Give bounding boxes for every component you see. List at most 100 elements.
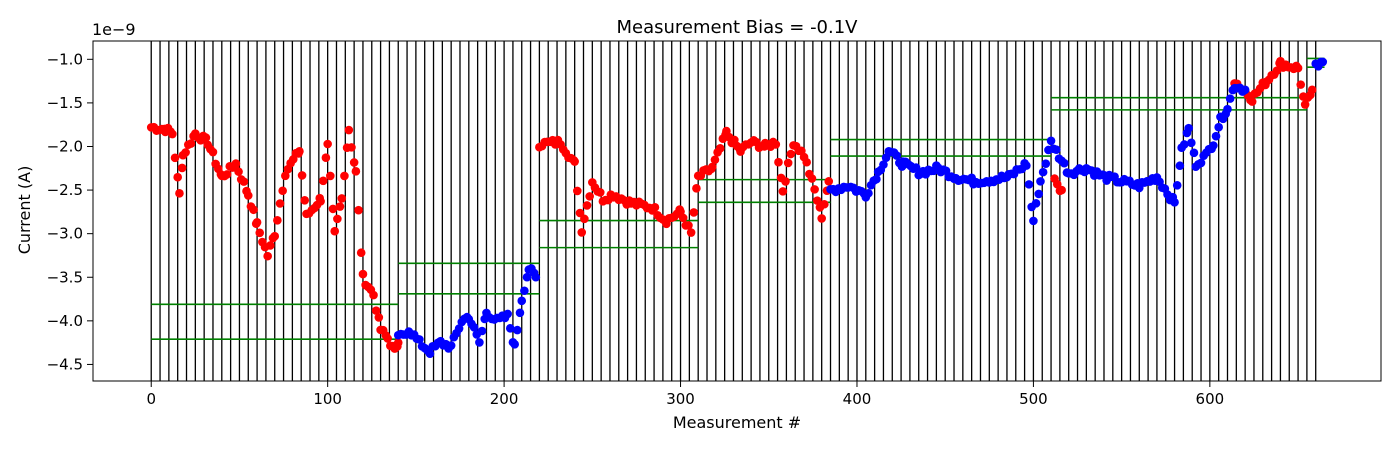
data-point bbox=[812, 196, 822, 205]
x-axis: 0 100 200 300 400 500 600 bbox=[146, 381, 1224, 408]
y-tick-label: −1.5 bbox=[47, 94, 83, 112]
data-point bbox=[650, 203, 660, 212]
data-point bbox=[1038, 167, 1048, 177]
data-point bbox=[715, 144, 725, 153]
data-point bbox=[369, 290, 378, 300]
data-point bbox=[517, 296, 527, 306]
data-point bbox=[1052, 145, 1061, 154]
x-tick-label: 400 bbox=[843, 390, 872, 408]
data-point bbox=[383, 334, 392, 343]
data-point bbox=[510, 339, 519, 349]
data-point bbox=[249, 205, 258, 215]
data-point bbox=[1059, 158, 1069, 168]
y-tick-label: −4.0 bbox=[47, 312, 83, 330]
data-point bbox=[1184, 123, 1193, 133]
data-point bbox=[354, 205, 363, 215]
data-point bbox=[326, 171, 335, 181]
data-point bbox=[181, 148, 190, 157]
data-point bbox=[513, 325, 522, 335]
data-point bbox=[689, 208, 699, 217]
data-point bbox=[707, 162, 717, 172]
data-point bbox=[356, 248, 366, 258]
data-point bbox=[351, 167, 361, 176]
data-point bbox=[678, 213, 688, 223]
data-point bbox=[263, 251, 272, 261]
data-point bbox=[231, 159, 241, 168]
data-point bbox=[1211, 131, 1221, 141]
data-point bbox=[425, 349, 435, 359]
data-point bbox=[1031, 199, 1041, 208]
x-tick-label: 200 bbox=[490, 390, 519, 408]
data-point bbox=[273, 216, 282, 225]
data-point bbox=[778, 187, 788, 196]
data-point bbox=[1196, 158, 1206, 168]
data-point bbox=[786, 149, 796, 159]
data-point bbox=[595, 188, 605, 197]
data-point bbox=[582, 201, 592, 210]
data-point bbox=[575, 208, 585, 218]
data-point bbox=[570, 157, 579, 166]
y-tick-label: −2.0 bbox=[47, 137, 83, 155]
data-point bbox=[1296, 80, 1306, 89]
data-point bbox=[824, 177, 834, 186]
data-point bbox=[393, 338, 403, 347]
data-point bbox=[872, 174, 881, 184]
data-point bbox=[275, 199, 285, 208]
data-point bbox=[175, 189, 184, 198]
x-tick-label: 300 bbox=[666, 390, 695, 408]
data-point bbox=[1172, 180, 1182, 190]
x-tick-label: 600 bbox=[1196, 390, 1225, 408]
data-point bbox=[321, 153, 331, 163]
data-point bbox=[371, 306, 381, 315]
data-point bbox=[1034, 189, 1044, 199]
data-point bbox=[505, 324, 515, 333]
y-axis-label: Current (A) bbox=[15, 166, 34, 255]
data-point bbox=[1189, 148, 1199, 158]
data-point bbox=[1052, 179, 1062, 189]
vertical-line-group bbox=[150, 41, 1317, 381]
chart-title: Measurement Bias = -0.1V bbox=[616, 17, 858, 38]
data-point bbox=[684, 221, 693, 230]
data-point bbox=[415, 335, 424, 344]
data-point bbox=[335, 202, 345, 211]
data-point bbox=[300, 196, 310, 205]
data-point bbox=[330, 226, 340, 236]
data-point bbox=[239, 177, 249, 186]
y-tick-label: −3.5 bbox=[47, 268, 83, 286]
data-point bbox=[173, 172, 182, 182]
data-point bbox=[520, 286, 529, 296]
data-point bbox=[820, 199, 829, 209]
data-point bbox=[1170, 197, 1179, 207]
data-point bbox=[686, 228, 696, 237]
data-point bbox=[278, 186, 287, 196]
data-point bbox=[1318, 57, 1328, 67]
data-point bbox=[1175, 161, 1185, 171]
data-point bbox=[252, 217, 262, 227]
plot-frame bbox=[92, 40, 1382, 382]
data-point bbox=[1036, 177, 1045, 186]
data-point bbox=[349, 158, 359, 167]
data-point bbox=[802, 157, 811, 167]
data-point bbox=[234, 167, 243, 176]
data-point bbox=[316, 197, 325, 206]
data-point bbox=[295, 146, 304, 156]
data-point bbox=[340, 171, 349, 181]
data-point bbox=[475, 338, 484, 347]
data-point bbox=[1223, 104, 1232, 114]
data-point bbox=[323, 139, 332, 149]
data-point bbox=[170, 153, 180, 163]
data-point bbox=[318, 176, 328, 186]
data-point bbox=[1209, 141, 1218, 150]
data-point bbox=[270, 231, 280, 241]
y-tick-label: −2.5 bbox=[47, 181, 83, 199]
data-point bbox=[892, 151, 901, 160]
data-point bbox=[208, 147, 218, 157]
y-tick-label: −1.0 bbox=[47, 50, 83, 68]
data-point bbox=[297, 171, 307, 180]
data-point bbox=[1307, 85, 1317, 95]
data-point bbox=[1247, 97, 1257, 106]
data-point bbox=[692, 184, 701, 193]
data-point bbox=[1225, 94, 1235, 103]
data-point bbox=[446, 341, 456, 350]
data-point bbox=[1300, 100, 1310, 109]
